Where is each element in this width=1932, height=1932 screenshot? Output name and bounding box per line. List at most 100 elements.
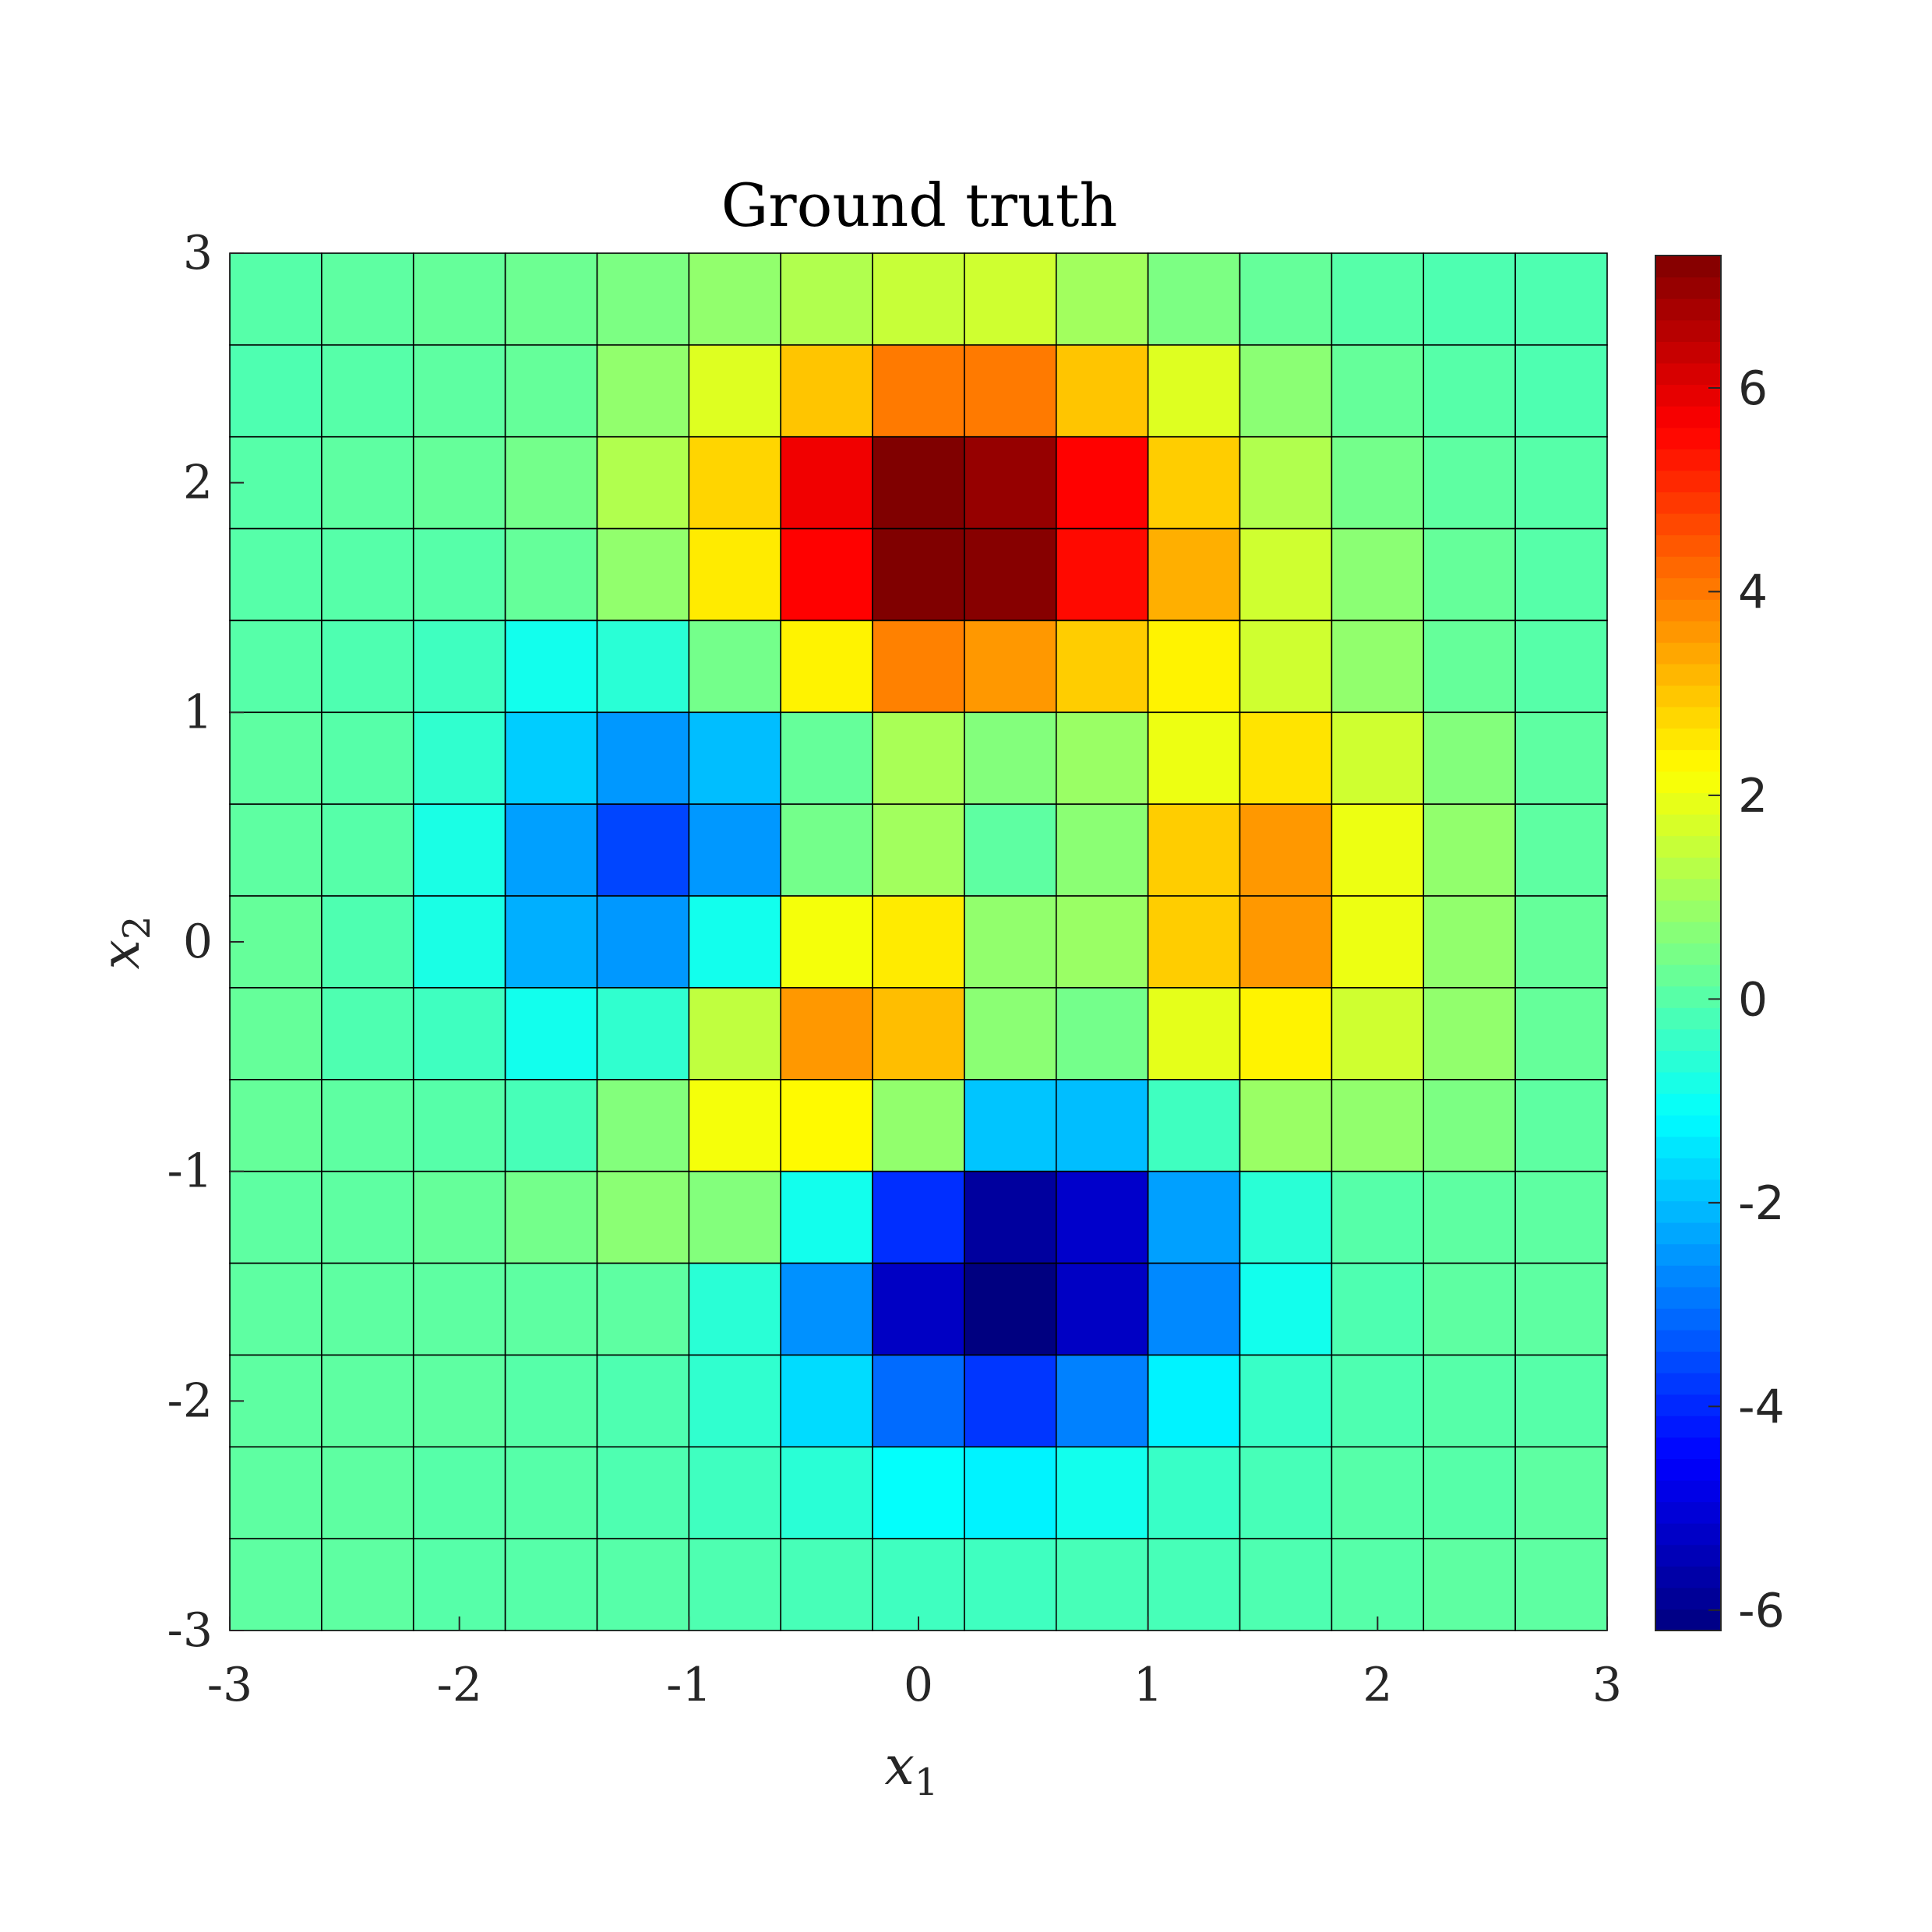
heatmap-cell-r5-c14: [1514, 711, 1608, 806]
heatmap-cell-r8-c8: [964, 987, 1057, 1081]
colorbar-segment-15: [1655, 1286, 1721, 1309]
colorbar-segment-14: [1655, 1308, 1721, 1331]
heatmap-cell-r13-c4: [596, 1446, 690, 1539]
heatmap-cell-r4-c11: [1239, 619, 1333, 714]
colorbar-segment-13: [1655, 1329, 1721, 1352]
heatmap-cell-r14-c1: [321, 1538, 414, 1631]
heatmap-cell-r11-c8: [964, 1262, 1057, 1356]
heatmap-cell-r2-c1: [321, 435, 414, 530]
heatmap-cell-r9-c2: [412, 1079, 506, 1172]
heatmap-cell-r5-c13: [1423, 711, 1516, 806]
heatmap-cell-r12-c12: [1331, 1354, 1425, 1448]
heatmap-cell-r2-c14: [1514, 435, 1608, 530]
heatmap-cell-r9-c1: [321, 1079, 414, 1172]
heatmap-cell-r4-c4: [596, 619, 690, 714]
colorbar-segment-23: [1655, 1115, 1721, 1137]
heatmap-cell-r3-c3: [504, 527, 598, 622]
heatmap-cell-r10-c3: [504, 1170, 598, 1264]
heatmap-cell-r7-c4: [596, 895, 690, 989]
colorbar-segment-61: [1655, 298, 1721, 321]
x-tick-label-3: 0: [904, 1658, 933, 1712]
y-axis-label: x2: [90, 916, 159, 970]
heatmap-cell-r9-c6: [780, 1079, 873, 1172]
heatmap-cell-r1-c7: [872, 344, 965, 438]
heatmap-cell-r2-c10: [1147, 435, 1241, 530]
y-tick-label-0: -3: [167, 1603, 213, 1658]
heatmap-cell-r14-c14: [1514, 1538, 1608, 1631]
heatmap-cell-r7-c1: [321, 895, 414, 989]
heatmap-cell-r5-c0: [229, 711, 323, 806]
heatmap-cell-r2-c12: [1331, 435, 1425, 530]
heatmap-cell-r4-c8: [964, 619, 1057, 714]
colorbar-segment-12: [1655, 1351, 1721, 1373]
heatmap-cell-r12-c10: [1147, 1354, 1241, 1448]
colorbar-segment-55: [1655, 427, 1721, 450]
heatmap-cell-r14-c5: [688, 1538, 782, 1631]
heatmap-cell-r5-c9: [1056, 711, 1149, 806]
colorbar-tick-label-0: -6: [1738, 1584, 1785, 1638]
colorbar-segment-44: [1655, 663, 1721, 686]
heatmap-cell-r3-c10: [1147, 527, 1241, 622]
colorbar-segment-32: [1655, 921, 1721, 944]
colorbar-segment-9: [1655, 1416, 1721, 1438]
heatmap-cell-r6-c11: [1239, 803, 1333, 897]
heatmap-cell-r10-c14: [1514, 1170, 1608, 1264]
heatmap-cell-r0-c9: [1056, 252, 1149, 346]
heatmap-cell-r9-c5: [688, 1079, 782, 1172]
heatmap-cell-r0-c5: [688, 252, 782, 346]
heatmap-cell-r8-c4: [596, 987, 690, 1081]
heatmap-cell-r3-c2: [412, 527, 506, 622]
heatmap-cell-r7-c13: [1423, 895, 1516, 989]
heatmap-cell-r7-c2: [412, 895, 506, 989]
heatmap-cell-r7-c9: [1056, 895, 1149, 989]
heatmap-cell-r10-c4: [596, 1170, 690, 1264]
colorbar-segment-22: [1655, 1136, 1721, 1158]
colorbar-segment-11: [1655, 1373, 1721, 1395]
colorbar-segment-19: [1655, 1200, 1721, 1223]
colorbar-segment-35: [1655, 857, 1721, 880]
colorbar-segment-5: [1655, 1501, 1721, 1524]
colorbar: [1655, 255, 1722, 1631]
colorbar-segment-58: [1655, 362, 1721, 386]
heatmap-cell-r6-c13: [1423, 803, 1516, 897]
colorbar-segment-8: [1655, 1437, 1721, 1459]
heatmap-cell-r12-c3: [504, 1354, 598, 1448]
heatmap-cell-r12-c8: [964, 1354, 1057, 1448]
colorbar-segment-54: [1655, 449, 1721, 471]
heatmap-cell-r1-c10: [1147, 344, 1241, 438]
colorbar-segment-28: [1655, 1007, 1721, 1030]
heatmap-cell-r12-c0: [229, 1354, 323, 1448]
heatmap-cell-r6-c4: [596, 803, 690, 897]
heatmap-cell-r1-c12: [1331, 344, 1425, 438]
heatmap-cell-r7-c6: [780, 895, 873, 989]
x-axis-label: x1: [885, 1736, 939, 1804]
colorbar-segment-36: [1655, 835, 1721, 858]
colorbar-segment-21: [1655, 1158, 1721, 1180]
heatmap-cell-r4-c1: [321, 619, 414, 714]
colorbar-segment-0: [1655, 1609, 1721, 1631]
colorbar-segment-53: [1655, 470, 1721, 492]
heatmap-cell-r4-c6: [780, 619, 873, 714]
colorbar-segment-38: [1655, 792, 1721, 815]
heatmap-cell-r4-c3: [504, 619, 598, 714]
heatmap-cell-r13-c14: [1514, 1446, 1608, 1539]
heatmap-cell-r8-c2: [412, 987, 506, 1081]
heatmap-cell-r14-c0: [229, 1538, 323, 1631]
heatmap-cell-r8-c6: [780, 987, 873, 1081]
colorbar-tick-label-6: 6: [1738, 361, 1768, 416]
heatmap-cell-r14-c11: [1239, 1538, 1333, 1631]
heatmap-cell-r9-c0: [229, 1079, 323, 1172]
heatmap-cell-r6-c14: [1514, 803, 1608, 897]
heatmap-cell-r1-c4: [596, 344, 690, 438]
heatmap-cell-r10-c0: [229, 1170, 323, 1264]
heatmap-cell-r4-c14: [1514, 619, 1608, 714]
heatmap-cell-r2-c0: [229, 435, 323, 530]
heatmap-cell-r11-c12: [1331, 1262, 1425, 1356]
heatmap-cell-r10-c11: [1239, 1170, 1333, 1264]
x-axis-label-subscript: 1: [915, 1761, 939, 1804]
heatmap-cell-r5-c8: [964, 711, 1057, 806]
colorbar-segment-43: [1655, 685, 1721, 707]
heatmap-cell-r0-c3: [504, 252, 598, 346]
y-tick-label-2: -1: [167, 1144, 213, 1199]
